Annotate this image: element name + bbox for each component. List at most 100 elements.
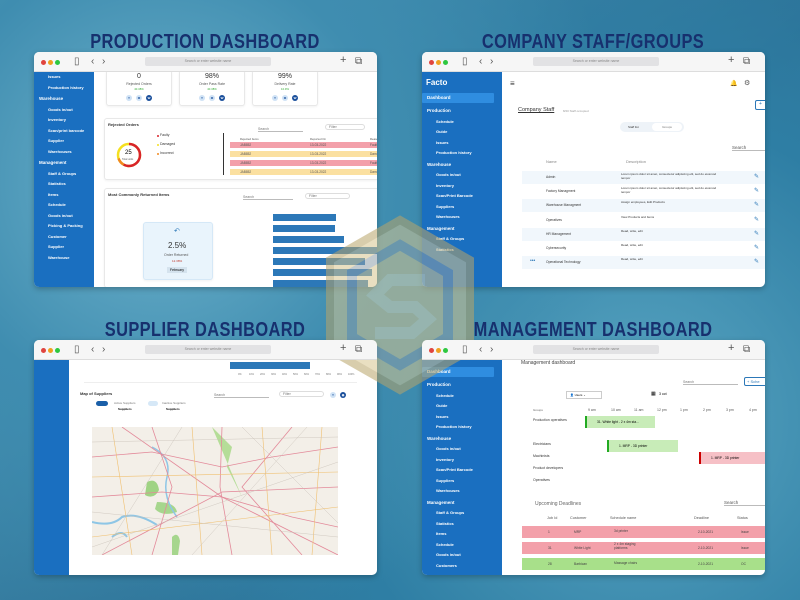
edit-icon[interactable]: ✎ [754,216,760,223]
sidebar-item[interactable]: Production history [436,150,472,155]
sidebar-item[interactable]: Scan/Print Barcode [436,193,473,198]
schedule-event[interactable]: 1. MRP - 3D printer [607,440,678,452]
sidebar-item[interactable]: Goods in/out [48,212,73,218]
sidebar-item[interactable]: Management [427,499,455,505]
close-button[interactable] [429,60,434,65]
table-row[interactable]: 28 Barbican Massage chairs 2-10-2021 OC [522,558,765,570]
sidebar-item[interactable]: Issues [436,139,449,145]
sidebar-item[interactable]: Staff & Groups [436,236,465,241]
table-row[interactable]: Warehouse Managment Assign employees, Edi… [522,199,765,213]
sidebar-item[interactable]: Staff & Groups [436,510,465,515]
table-row[interactable]: Operational Technology Read, write, edit ✎… [522,256,765,270]
edit-icon[interactable]: ✎ [754,174,760,180]
forward-icon[interactable]: › [490,344,494,355]
sidebar-item[interactable]: Customer [48,233,67,239]
table-row[interactable]: HR Management Read, write, edit ✎ [522,227,765,241]
new-tab-icon[interactable]: + [728,342,735,354]
maximize-button[interactable] [443,348,448,353]
period-button-m[interactable]: M [136,95,142,101]
new-tab-icon[interactable]: + [340,342,347,354]
back-icon[interactable]: ‹ [91,56,95,67]
tabs-icon[interactable]: ⧉ [355,344,363,355]
sidebar-item[interactable]: Warehouses [436,488,460,493]
sidebar-item[interactable]: Schedule [436,392,454,398]
period-button-y[interactable]: Y [272,95,278,101]
sidebar-toggle-icon[interactable]: ▯ [74,56,80,67]
sidebar-item[interactable]: Supplier [48,138,65,143]
tab-staff-list[interactable]: Staff list [628,125,639,129]
sidebar-item[interactable]: Warehouse [427,161,452,167]
hamburger-icon[interactable]: ≡ [510,79,515,88]
minimize-button[interactable] [48,348,53,353]
filter-input[interactable]: Filter [325,124,365,130]
sidebar-item[interactable]: Warehouses [436,214,460,219]
add-schedule-button[interactable]: + Sche [744,377,765,386]
sidebar-item[interactable]: Scan/Print Barcode [436,467,473,472]
edit-icon[interactable]: ✎ [754,259,760,266]
tabs-icon[interactable]: ⧉ [743,56,751,67]
sidebar-toggle-icon[interactable]: ▯ [74,344,80,355]
table-row[interactable]: JAB852 13-03-2022 Faulty [230,142,377,148]
sidebar-item[interactable]: Warehouse [39,96,64,101]
period-button-y[interactable]: Y [126,95,132,101]
sidebar-item[interactable]: Guide [436,403,448,408]
edit-icon[interactable]: ✎ [754,230,760,237]
sidebar-item[interactable]: Management [39,160,67,165]
sidebar-item[interactable]: Inventory [436,456,455,462]
sidebar-item[interactable]: Goods in/out [436,172,461,177]
maximize-button[interactable] [443,60,448,65]
filter-icon[interactable]: Y [330,392,336,398]
sidebar-item[interactable]: Items [436,531,447,536]
table-row[interactable]: 1 MRP 3d printer 2-10-2021 Issue [522,526,765,538]
sidebar-toggle-icon[interactable]: ▯ [462,56,468,67]
forward-icon[interactable]: › [102,56,106,67]
deadlines-search[interactable]: Search [724,500,765,506]
address-bar[interactable]: Search or enter website name [145,57,271,66]
sidebar-item[interactable]: Management [427,225,455,231]
period-button-w[interactable]: W [292,95,298,101]
sidebar-item[interactable]: Goods in/out [436,446,461,451]
sidebar-item[interactable]: Customers [436,562,457,568]
back-icon[interactable]: ‹ [479,344,483,355]
table-row[interactable]: JAB852 13-03-2022 Damaged [230,151,377,157]
sidebar-item[interactable]: Statistics [48,181,66,186]
sidebar-item[interactable]: Dashboard [422,93,494,103]
close-button[interactable] [41,348,46,353]
tabs-icon[interactable]: ⧉ [355,56,363,67]
edit-icon[interactable]: ✎ [754,202,760,209]
sidebar-item[interactable]: Goods in/out [48,106,73,112]
search-input[interactable]: Search [258,127,303,132]
schedule-event[interactable]: 31. White light - 2 x 4m sta... [585,416,655,428]
new-tab-icon[interactable]: + [728,54,735,66]
sidebar-item[interactable]: Items [48,191,59,197]
maximize-button[interactable] [55,348,60,353]
forward-icon[interactable]: › [102,344,106,355]
sidebar-item[interactable]: Warehouse [427,435,452,441]
edit-icon[interactable]: ✎ [754,245,760,251]
month-button[interactable]: February [167,267,188,273]
gear-icon[interactable]: ⚙ [744,80,751,87]
sidebar-item[interactable]: Scan/print barcode [48,127,85,133]
close-button[interactable] [429,348,434,353]
edit-icon[interactable]: ✎ [754,188,760,195]
sidebar-item[interactable]: Guide [436,129,448,134]
filter-input[interactable]: Filter [305,193,350,199]
period-button-y[interactable]: Y [199,95,205,101]
minimize-button[interactable] [436,348,441,353]
sidebar-item[interactable]: Warehouse [48,254,70,260]
sidebar-item[interactable]: Suppliers [436,203,455,209]
sidebar-item[interactable]: Warehouses [48,148,72,154]
view-icon[interactable]: ◉ [340,392,346,398]
sidebar-item[interactable]: Production [427,108,451,113]
sidebar-item[interactable]: Production history [436,424,472,429]
sidebar-item[interactable]: Supplier [48,244,65,249]
search-input[interactable]: Search [243,195,293,200]
table-row[interactable]: Factory Managment Lorem ipsum dolor sit a… [522,185,765,199]
sidebar-item[interactable]: Inventory [436,182,455,188]
maximize-button[interactable] [55,60,60,65]
sidebar-item[interactable]: Issues [436,413,449,419]
users-dropdown[interactable]: 👤 Users ⌄ [566,391,602,399]
back-icon[interactable]: ‹ [479,56,483,67]
minimize-button[interactable] [48,60,53,65]
sidebar-item[interactable]: Production [427,382,451,387]
